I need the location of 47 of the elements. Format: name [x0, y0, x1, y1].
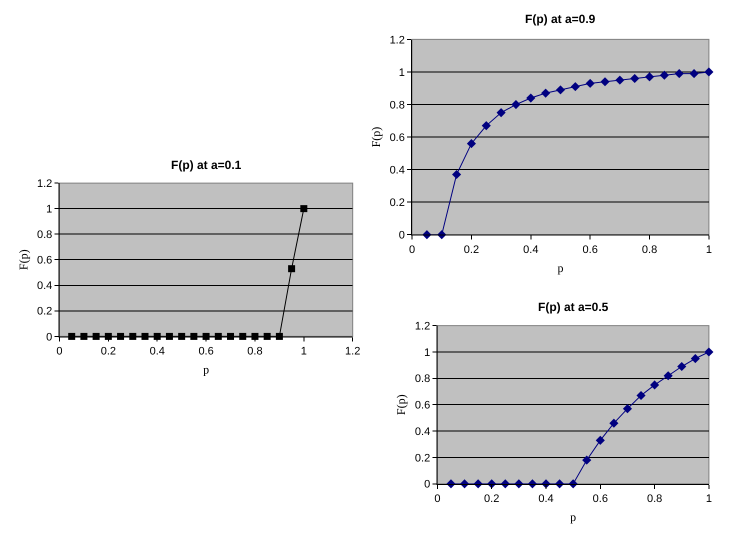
x-axis-title: p — [557, 260, 564, 275]
x-axis-title: p — [203, 362, 210, 377]
y-tick-label: 0.8 — [414, 373, 430, 386]
y-tick-label: 1 — [46, 203, 52, 216]
y-tick-label: 1.2 — [390, 34, 405, 46]
x-tick-label: 0.4 — [538, 493, 554, 506]
x-tick-label: 1.2 — [345, 346, 360, 358]
y-tick-label: 0 — [398, 230, 405, 242]
y-tick-label: 1.2 — [36, 178, 52, 190]
y-axis-title: F(p) — [16, 249, 30, 270]
x-tick-label: 1 — [706, 244, 712, 256]
x-tick-label: 0.2 — [484, 493, 500, 506]
y-tick-label: 0.4 — [414, 426, 430, 438]
x-tick-label: 0.6 — [582, 244, 598, 256]
x-tick-label: 0.2 — [464, 244, 480, 256]
x-tick-label: 0.6 — [198, 346, 214, 358]
chart-title: F(p) at a=0.1 — [171, 158, 242, 172]
y-tick-label: 0.2 — [414, 452, 430, 464]
x-tick-label: 0 — [56, 346, 63, 358]
chart-title: F(p) at a=0.9 — [525, 12, 596, 26]
x-tick-label: 0.4 — [523, 244, 538, 256]
y-tick-label: 0.6 — [36, 254, 52, 267]
x-tick-label: 0.8 — [646, 493, 662, 506]
x-tick-label: 0.8 — [247, 346, 263, 358]
x-tick-label: 0.6 — [592, 493, 608, 506]
x-axis-title: p — [570, 510, 576, 524]
y-tick-label: 0.4 — [390, 164, 405, 176]
y-tick-label: 1.2 — [414, 320, 430, 332]
x-tick-label: 1 — [300, 346, 307, 358]
y-tick-label: 0.4 — [36, 280, 52, 292]
y-tick-label: 1 — [398, 66, 405, 79]
x-tick-label: 0 — [434, 493, 440, 506]
y-tick-label: 0.8 — [390, 99, 405, 112]
y-tick-label: 0.2 — [36, 306, 52, 318]
y-tick-label: 0 — [46, 331, 52, 344]
y-tick-label: 0.6 — [390, 132, 405, 144]
y-tick-label: 0.8 — [36, 229, 52, 242]
y-tick-label: 0.6 — [414, 400, 430, 412]
y-axis-title: F(p) — [368, 126, 383, 148]
y-axis-title: F(p) — [394, 394, 408, 416]
y-tick-label: 0.2 — [390, 197, 405, 210]
x-tick-label: 0.2 — [100, 346, 116, 358]
y-tick-label: 0 — [424, 478, 430, 491]
x-tick-label: 0.8 — [642, 244, 658, 256]
x-tick-label: 1 — [706, 493, 712, 506]
x-tick-label: 0.4 — [150, 346, 165, 358]
chart-title: F(p) at a=0.5 — [538, 300, 609, 314]
